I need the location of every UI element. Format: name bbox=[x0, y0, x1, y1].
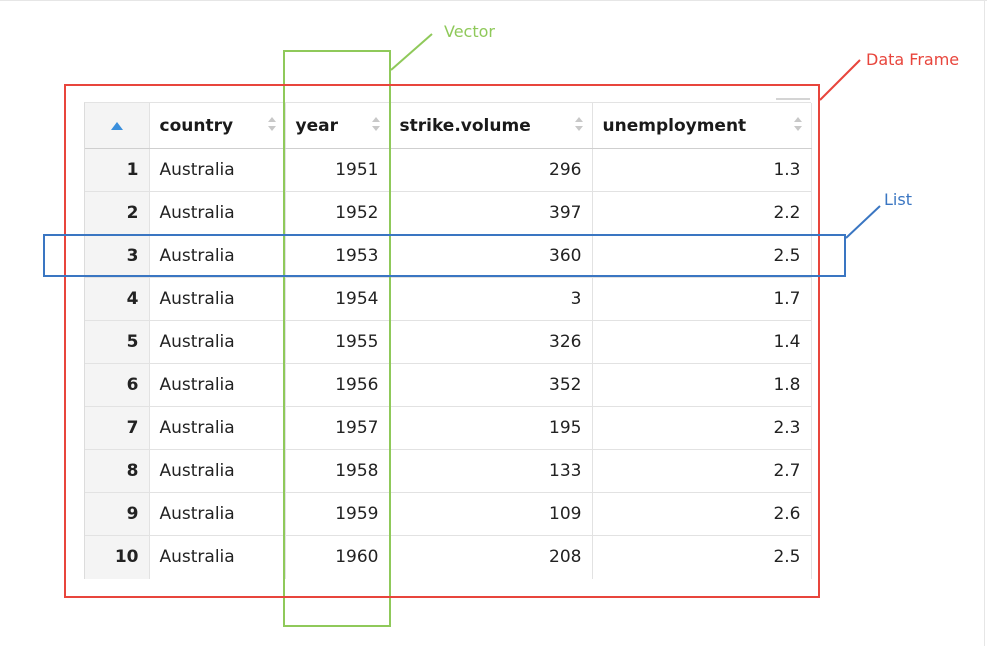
row-index: 10 bbox=[85, 535, 150, 579]
cell-country: Australia bbox=[149, 320, 286, 364]
cell-year: 1952 bbox=[285, 191, 390, 235]
cell-strike-volume: 3 bbox=[389, 277, 593, 321]
data-viewer-table: country year strike.volume bbox=[84, 102, 812, 579]
sort-unsorted-icon[interactable] bbox=[793, 116, 802, 132]
page-frame-top bbox=[0, 0, 987, 1]
cell-unemployment: 1.3 bbox=[592, 148, 812, 192]
data-frame-leader-line bbox=[819, 59, 861, 101]
cell-country: Australia bbox=[149, 406, 286, 450]
row-index: 5 bbox=[85, 320, 150, 364]
cell-strike-volume: 195 bbox=[389, 406, 593, 450]
vector-leader-line bbox=[390, 33, 433, 71]
cell-unemployment: 2.6 bbox=[592, 492, 812, 536]
row-index: 9 bbox=[85, 492, 150, 536]
list-label: List bbox=[884, 190, 912, 209]
table-row: 7 Australia 1957 195 2.3 bbox=[85, 406, 812, 450]
cell-strike-volume: 133 bbox=[389, 449, 593, 493]
cell-strike-volume: 109 bbox=[389, 492, 593, 536]
cell-unemployment: 2.3 bbox=[592, 406, 812, 450]
cell-unemployment: 2.5 bbox=[592, 535, 812, 579]
cell-unemployment: 1.7 bbox=[592, 277, 812, 321]
table-row: 6 Australia 1956 352 1.8 bbox=[85, 363, 812, 407]
table-row: 10 Australia 1960 208 2.5 bbox=[85, 535, 812, 579]
column-header-label: unemployment bbox=[602, 115, 747, 136]
cell-unemployment: 2.7 bbox=[592, 449, 812, 493]
row-index: 2 bbox=[85, 191, 150, 235]
cell-country: Australia bbox=[149, 148, 286, 192]
row-index: 6 bbox=[85, 363, 150, 407]
cell-strike-volume: 352 bbox=[389, 363, 593, 407]
cell-unemployment: 1.8 bbox=[592, 363, 812, 407]
cell-year: 1959 bbox=[285, 492, 390, 536]
cell-unemployment: 2.2 bbox=[592, 191, 812, 235]
cell-strike-volume: 360 bbox=[389, 234, 593, 278]
column-header-strike-volume[interactable]: strike.volume bbox=[389, 103, 593, 149]
cell-country: Australia bbox=[149, 234, 286, 278]
table-row: 2 Australia 1952 397 2.2 bbox=[85, 191, 812, 235]
cell-strike-volume: 208 bbox=[389, 535, 593, 579]
table-row: 3 Australia 1953 360 2.5 bbox=[85, 234, 812, 278]
table-row: 1 Australia 1951 296 1.3 bbox=[85, 148, 812, 192]
row-index: 4 bbox=[85, 277, 150, 321]
horizontal-scrollbar[interactable] bbox=[776, 98, 810, 100]
sort-unsorted-icon[interactable] bbox=[574, 116, 583, 132]
cell-strike-volume: 326 bbox=[389, 320, 593, 364]
cell-strike-volume: 296 bbox=[389, 148, 593, 192]
cell-country: Australia bbox=[149, 535, 286, 579]
page-frame-right bbox=[984, 0, 985, 646]
cell-unemployment: 2.5 bbox=[592, 234, 812, 278]
sort-unsorted-icon[interactable] bbox=[267, 116, 276, 132]
table-row: 8 Australia 1958 133 2.7 bbox=[85, 449, 812, 493]
cell-year: 1958 bbox=[285, 449, 390, 493]
column-header-index[interactable] bbox=[85, 103, 150, 149]
column-header-year[interactable]: year bbox=[285, 103, 390, 149]
sort-unsorted-icon[interactable] bbox=[371, 116, 380, 132]
header-row: country year strike.volume bbox=[85, 103, 812, 149]
cell-country: Australia bbox=[149, 449, 286, 493]
row-index: 7 bbox=[85, 406, 150, 450]
data-table: country year strike.volume bbox=[85, 103, 812, 579]
cell-year: 1957 bbox=[285, 406, 390, 450]
column-header-label: country bbox=[159, 115, 234, 136]
cell-strike-volume: 397 bbox=[389, 191, 593, 235]
cell-year: 1955 bbox=[285, 320, 390, 364]
table-row: 5 Australia 1955 326 1.4 bbox=[85, 320, 812, 364]
cell-year: 1954 bbox=[285, 277, 390, 321]
row-index: 3 bbox=[85, 234, 150, 278]
cell-country: Australia bbox=[149, 363, 286, 407]
list-leader-line bbox=[845, 205, 881, 239]
column-header-country[interactable]: country bbox=[149, 103, 286, 149]
cell-year: 1951 bbox=[285, 148, 390, 192]
sort-ascending-icon[interactable] bbox=[110, 121, 123, 130]
data-frame-label: Data Frame bbox=[866, 50, 960, 69]
cell-year: 1956 bbox=[285, 363, 390, 407]
column-header-unemployment[interactable]: unemployment bbox=[592, 103, 812, 149]
column-header-label: year bbox=[295, 115, 338, 136]
row-index: 8 bbox=[85, 449, 150, 493]
cell-country: Australia bbox=[149, 191, 286, 235]
table-row: 4 Australia 1954 3 1.7 bbox=[85, 277, 812, 321]
table-row: 9 Australia 1959 109 2.6 bbox=[85, 492, 812, 536]
column-header-label: strike.volume bbox=[399, 115, 531, 136]
cell-unemployment: 1.4 bbox=[592, 320, 812, 364]
cell-year: 1960 bbox=[285, 535, 390, 579]
cell-country: Australia bbox=[149, 277, 286, 321]
cell-country: Australia bbox=[149, 492, 286, 536]
vector-label: Vector bbox=[444, 22, 495, 41]
cell-year: 1953 bbox=[285, 234, 390, 278]
row-index: 1 bbox=[85, 148, 150, 192]
